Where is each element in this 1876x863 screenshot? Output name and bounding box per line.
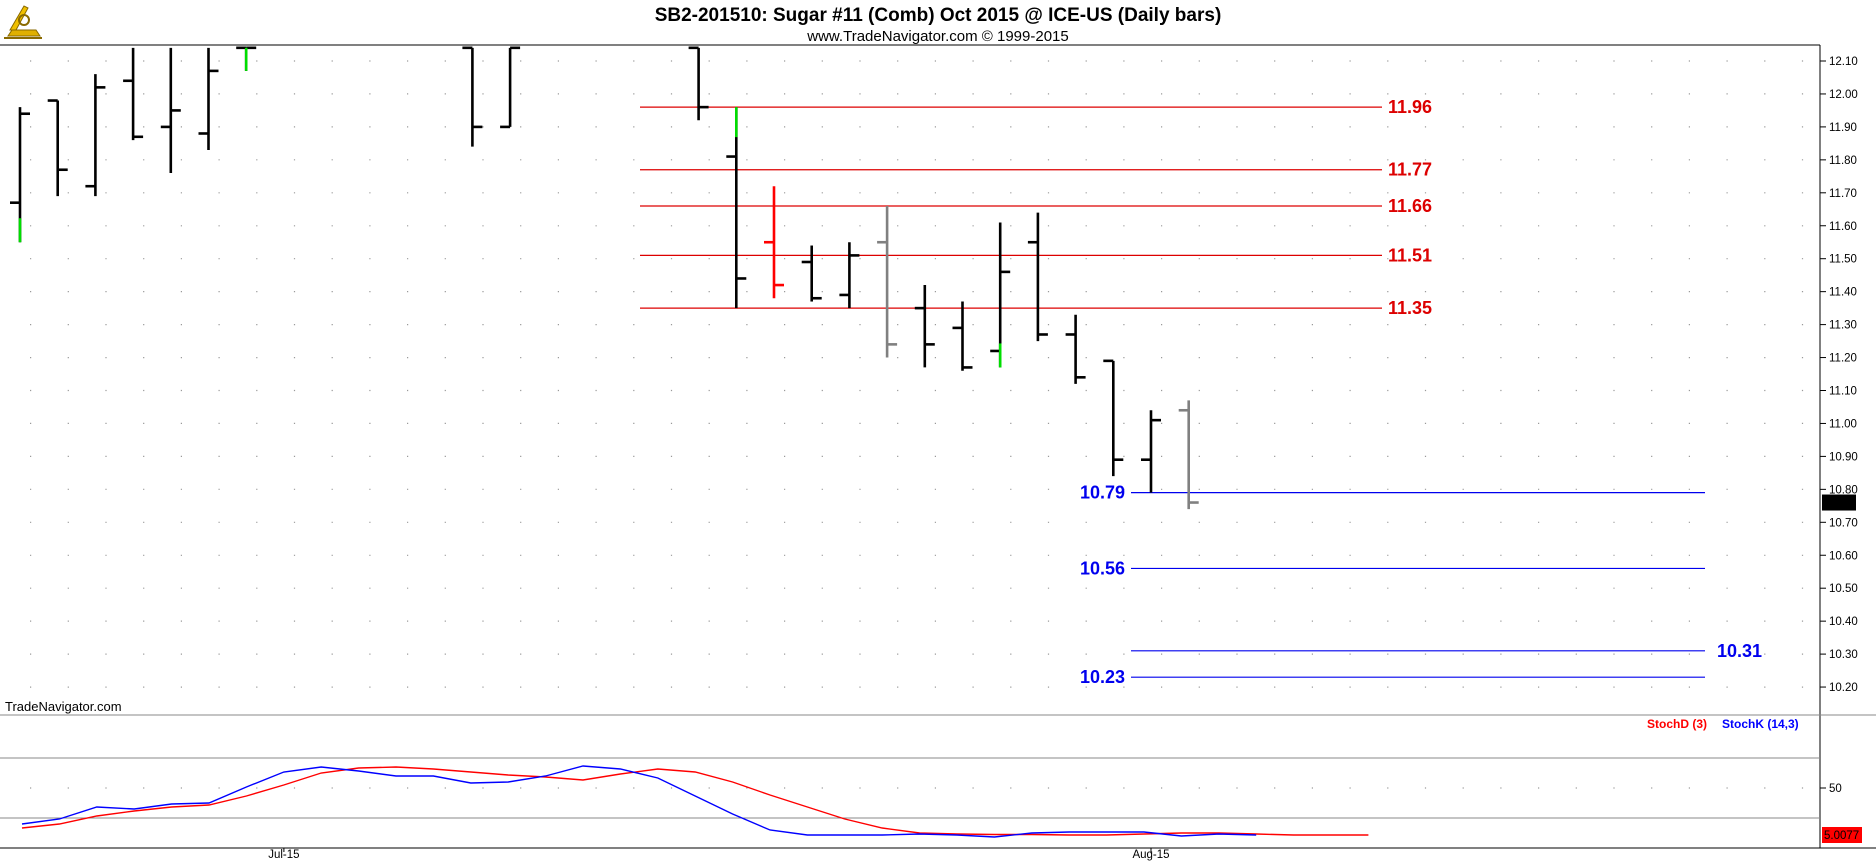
ohlc-bar xyxy=(236,46,257,71)
price-y-tick-label: 10.60 xyxy=(1829,550,1858,562)
ohlc-bar xyxy=(764,186,784,299)
price-y-tick-label: 11.60 xyxy=(1829,221,1857,233)
resistance-level-label: 11.96 xyxy=(1388,97,1432,117)
ohlc-bar xyxy=(1065,314,1086,384)
price-y-axis: 12.10 12.00 11.90 11.80 11.70 11.60 11.50 11.40… xyxy=(1820,56,1858,694)
price-y-tick-label: 10.20 xyxy=(1829,682,1858,694)
price-y-tick-label: 10.90 xyxy=(1829,451,1858,463)
stoch-last-flag-box xyxy=(1822,827,1862,843)
ohlc-bar xyxy=(47,99,68,197)
price-y-tick-label: 11.70 xyxy=(1829,188,1857,200)
price-y-tick-label: 12.10 xyxy=(1829,56,1858,68)
stoch-legend-k: StochK (14,3) xyxy=(1722,717,1799,731)
price-y-tick-label: 11.40 xyxy=(1829,287,1857,299)
price-y-tick-label: 10.40 xyxy=(1829,616,1858,628)
resistance-level-label: 11.66 xyxy=(1388,196,1432,216)
stochastic-panel: 50 StochD (3) StochK (14,3) 5.0077 xyxy=(0,717,1862,843)
ohlc-bar xyxy=(500,46,521,129)
price-grid-dots xyxy=(30,60,1804,688)
ohlc-bar xyxy=(877,205,898,358)
price-y-tick-label: 10.70 xyxy=(1829,517,1858,529)
ohlc-bar xyxy=(462,46,483,147)
stoch-last-flag: 5.0077 xyxy=(1822,827,1862,843)
ohlc-bar xyxy=(85,74,106,197)
stoch-series-line xyxy=(21,766,1369,836)
fib-levels: 11.96 11.77 11.66 11.51 11.35 10.79 10.56 10.31… xyxy=(640,97,1762,687)
stoch-reference-lines xyxy=(0,757,1820,819)
ohlc-bar xyxy=(123,47,144,141)
ohlc-bar xyxy=(1027,212,1048,342)
price-panel: 12.10 12.00 11.90 11.80 11.70 11.60 11.50 11.40… xyxy=(0,44,1876,848)
chart-title: SB2-201510: Sugar #11 (Comb) Oct 2015 @ … xyxy=(655,5,1222,26)
support-level-label: 10.56 xyxy=(1080,558,1125,578)
ohlc-bar xyxy=(801,245,822,302)
price-y-tick-label: 11.10 xyxy=(1829,386,1857,398)
price-y-tick-label: 10.30 xyxy=(1829,649,1858,661)
stoch-y-axis: 50 xyxy=(1820,783,1842,795)
ohlc-bar xyxy=(914,285,935,368)
last-price-flag-box xyxy=(1822,494,1856,511)
stoch-series-lines xyxy=(21,765,1369,838)
price-y-tick-label: 11.30 xyxy=(1829,320,1857,332)
support-level-label: 10.79 xyxy=(1080,483,1125,503)
x-tick-label: Jul-15 xyxy=(268,849,299,861)
x-tick-label: Aug-15 xyxy=(1132,849,1169,861)
watermark-text: TradeNavigator.com xyxy=(5,699,122,714)
resistance-level-label: 11.35 xyxy=(1388,298,1432,318)
ohlc-bar xyxy=(160,47,181,174)
ohlc-bar xyxy=(10,107,30,243)
ohlc-bar xyxy=(952,301,973,371)
ohlc-bar xyxy=(990,222,1011,368)
stoch-last-flag-text: 5.0077 xyxy=(1824,830,1859,842)
resistance-level-label: 11.77 xyxy=(1388,160,1432,180)
ohlc-bar xyxy=(1141,410,1161,493)
price-y-tick-label: 10.50 xyxy=(1829,583,1858,595)
stoch-legend: StochD (3) StochK (14,3) xyxy=(1647,717,1799,731)
last-price-flag: 10.76 xyxy=(1822,494,1856,511)
ohlc-bar xyxy=(688,46,709,121)
last-price-flag-text: 10.76 xyxy=(1824,498,1853,510)
price-y-tick-label: 11.80 xyxy=(1829,155,1857,167)
price-y-tick-label: 12.00 xyxy=(1829,89,1858,101)
ohlc-bar xyxy=(198,47,219,150)
ohlc-bar xyxy=(1103,359,1124,477)
ohlc-bars xyxy=(10,46,1199,510)
resistance-level-label: 11.51 xyxy=(1388,245,1432,265)
support-level-label: 10.23 xyxy=(1080,667,1125,687)
stoch-y-tick-label: 50 xyxy=(1829,783,1842,795)
stoch-legend-d: StochD (3) xyxy=(1647,717,1707,731)
ohlc-bar xyxy=(839,242,860,309)
stoch-series-line xyxy=(21,765,1257,838)
support-level-label: 10.31 xyxy=(1717,641,1762,661)
price-grid-dot-field xyxy=(30,60,1804,688)
price-y-tick-label: 11.90 xyxy=(1829,122,1857,134)
tradenavigator-logo xyxy=(4,5,42,39)
price-y-tick-label: 10.80 xyxy=(1829,484,1858,496)
ohlc-bar xyxy=(726,107,747,309)
price-y-tick-label: 11.20 xyxy=(1829,353,1857,365)
price-y-tick-label: 11.00 xyxy=(1829,418,1857,430)
x-axis: Jul-15 Aug-15 xyxy=(268,848,1170,861)
ohlc-bar xyxy=(1178,400,1199,510)
price-y-tick-label: 11.50 xyxy=(1829,254,1857,266)
chart-subtitle: www.TradeNavigator.com © 1999-2015 xyxy=(806,28,1068,45)
